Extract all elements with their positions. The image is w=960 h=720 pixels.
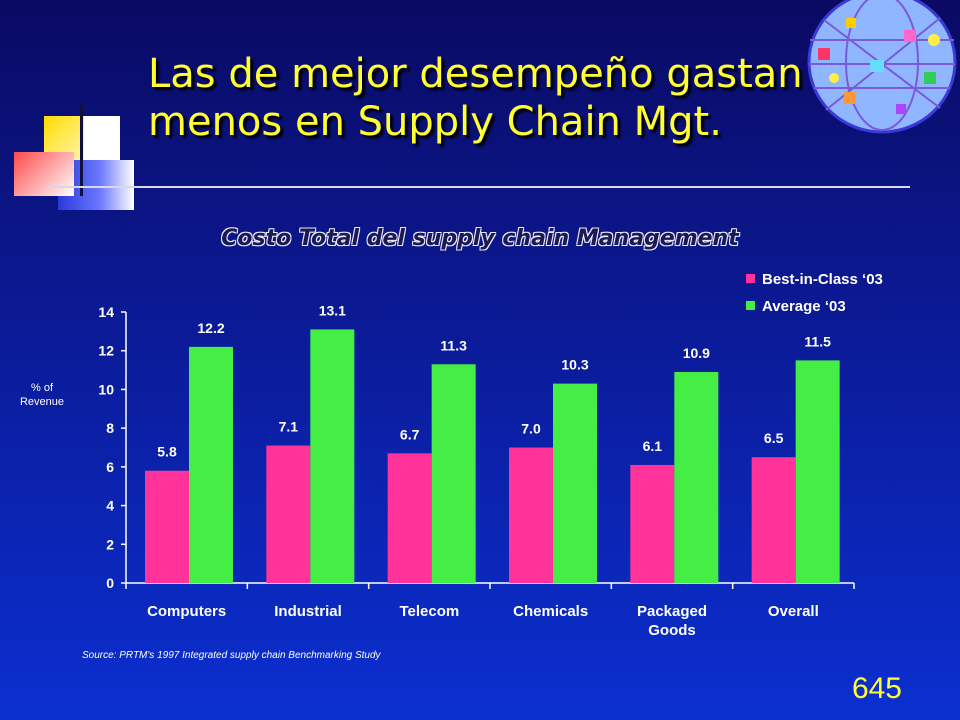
bar-average — [431, 364, 476, 583]
bar-average — [189, 346, 233, 583]
decorative-square-white — [84, 116, 120, 160]
legend-swatch — [746, 301, 755, 310]
decorative-square-red — [14, 152, 74, 196]
bar-average — [795, 360, 840, 583]
y-axis-label: % of Revenue — [19, 382, 65, 408]
data-label: 10.3 — [561, 357, 588, 373]
y-tick-label: 0 — [106, 575, 114, 591]
bar-best-in-class — [751, 457, 796, 583]
y-tick-label: 4 — [106, 498, 114, 514]
y-tick-label: 2 — [106, 536, 114, 552]
x-tick-label: Computers — [147, 603, 226, 620]
data-label: 7.0 — [521, 421, 541, 437]
y-tick-label: 12 — [98, 343, 114, 359]
bar-best-in-class — [509, 447, 553, 583]
bar-best-in-class — [630, 464, 675, 583]
page-number: 645 — [851, 672, 902, 705]
slide-title: Las de mejor desempeño gastan menos en S… — [148, 50, 848, 146]
title-underline — [48, 186, 910, 188]
bar-best-in-class — [145, 470, 189, 583]
data-label: 6.5 — [764, 430, 784, 446]
bar-average — [674, 372, 719, 583]
decorative-vertical-line — [80, 104, 83, 196]
slide-title-line2: menos en Supply Chain Mgt. — [148, 99, 722, 145]
legend-swatch — [746, 274, 755, 283]
data-label: 11.3 — [440, 337, 467, 353]
globe-network-illustration — [807, 0, 957, 134]
source-note: Source: PRTM's 1997 Integrated supply ch… — [82, 650, 381, 661]
data-label: 11.5 — [804, 333, 831, 349]
legend-label: Best-in-Class ‘03 — [762, 271, 883, 288]
data-label: 7.1 — [279, 419, 299, 435]
x-tick-label: Telecom — [399, 603, 459, 620]
y-tick-label: 8 — [106, 420, 114, 436]
y-tick-label: 10 — [98, 381, 114, 397]
y-tick-label: 6 — [106, 459, 114, 475]
data-label: 13.1 — [319, 302, 346, 318]
x-tick-label: Industrial — [274, 603, 342, 620]
x-tick-label: Chemicals — [513, 603, 588, 620]
x-tick-label: Packaged Goods — [637, 603, 707, 639]
data-label: 5.8 — [157, 444, 177, 460]
slide-title-line1: Las de mejor desempeño gastan — [148, 51, 803, 97]
x-tick-label: Overall — [768, 603, 819, 620]
legend-label: Average ‘03 — [762, 298, 846, 315]
data-label: 6.7 — [400, 426, 420, 442]
data-label: 12.2 — [197, 320, 224, 336]
bar-best-in-class — [387, 453, 432, 583]
data-label: 6.1 — [643, 438, 663, 454]
chart-title: Costo Total del supply chain Management — [221, 226, 739, 251]
data-label: 10.9 — [683, 345, 710, 361]
bar-average — [310, 329, 355, 583]
bar-average — [553, 383, 597, 583]
y-tick-label: 14 — [98, 304, 114, 320]
bar-best-in-class — [266, 445, 311, 583]
